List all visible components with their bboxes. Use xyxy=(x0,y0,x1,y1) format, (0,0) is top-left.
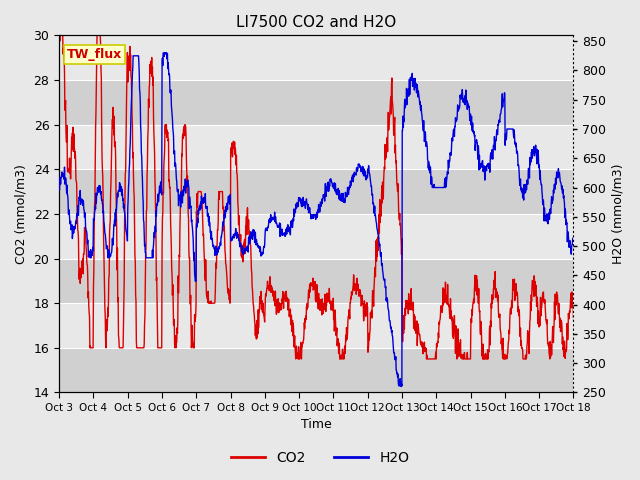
Title: LI7500 CO2 and H2O: LI7500 CO2 and H2O xyxy=(236,15,396,30)
Legend: CO2, H2O: CO2, H2O xyxy=(225,445,415,471)
Bar xyxy=(59,348,573,393)
Bar xyxy=(59,169,573,214)
Text: TW_flux: TW_flux xyxy=(67,48,122,61)
Bar xyxy=(59,303,573,348)
Y-axis label: CO2 (mmol/m3): CO2 (mmol/m3) xyxy=(15,164,28,264)
Y-axis label: H2O (mmol/m3): H2O (mmol/m3) xyxy=(612,164,625,264)
Bar xyxy=(59,36,573,80)
Bar xyxy=(59,125,573,169)
Bar xyxy=(59,80,573,125)
X-axis label: Time: Time xyxy=(301,419,332,432)
Bar xyxy=(59,214,573,259)
Bar xyxy=(59,259,573,303)
